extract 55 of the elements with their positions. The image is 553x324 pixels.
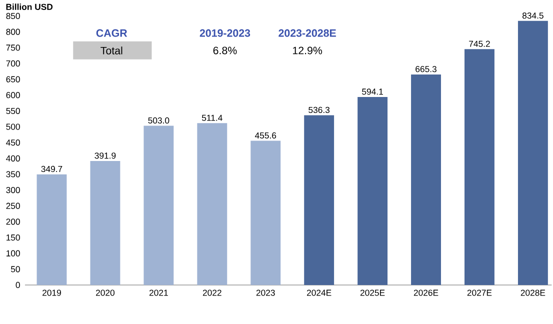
y-tick-label: 750 [6,44,20,51]
y-tick-label: 200 [6,218,20,225]
annotation: CAGR [96,29,128,37]
x-tick-label: 2019 [42,290,61,296]
y-tick-label: 0 [16,282,20,288]
x-tick-label: 2027E [467,290,492,296]
data-label: 834.5 [522,12,544,19]
y-tick-label: 350 [6,171,20,178]
bar [304,115,334,285]
data-label: 391.9 [94,152,116,159]
x-tick-label: 2026E [414,290,438,296]
y-tick-label: 850 [6,12,20,20]
x-tick-label: 2022 [202,290,222,296]
y-tick-label: 550 [6,108,20,114]
data-label: 665.3 [416,66,436,72]
y-tick-label: 250 [6,202,20,209]
annotation: 2023-2028E [278,29,336,37]
x-tick-label: 2024E [306,290,332,296]
data-label: 594.1 [362,88,383,95]
y-tick-label: 400 [6,155,20,162]
data-label: 511.4 [202,114,222,121]
data-label: 455.6 [254,132,276,139]
bar [144,126,174,285]
y-tick-label: 450 [6,140,20,146]
y-tick-label: 700 [6,60,20,67]
bar [358,96,388,285]
bar [197,123,228,285]
x-tick-label: 2023 [256,290,275,296]
x-tick-label: 2028E [520,290,546,296]
annotation: 12.9% [293,46,322,54]
y-tick-label: 800 [6,28,20,35]
data-label: 503.0 [148,117,170,124]
annotation: Total [100,46,122,54]
x-tick-label: 2020 [96,290,114,296]
bar [36,174,67,285]
bar [411,74,441,285]
bar [518,20,548,285]
y-tick-label: 150 [6,234,20,241]
y-tick-label: 500 [6,124,20,130]
y-tick-label: 100 [6,250,20,256]
data-label: 536.3 [308,106,330,113]
bar [90,160,120,285]
y-tick-label: 650 [6,76,20,82]
x-tick-label: 2021 [149,290,168,296]
annotation: 2019-2023 [200,29,250,37]
y-axis-title: Billion USD [6,4,53,10]
data-label: 349.7 [41,166,62,172]
y-tick-label: 50 [11,266,20,272]
annotation: 6.8% [213,46,237,54]
bar [250,140,281,285]
y-tick-label: 300 [6,186,20,194]
bar [464,49,494,285]
x-tick-label: 2025E [360,290,385,296]
y-tick-label: 600 [6,92,20,98]
data-label: 745.2 [469,40,490,47]
